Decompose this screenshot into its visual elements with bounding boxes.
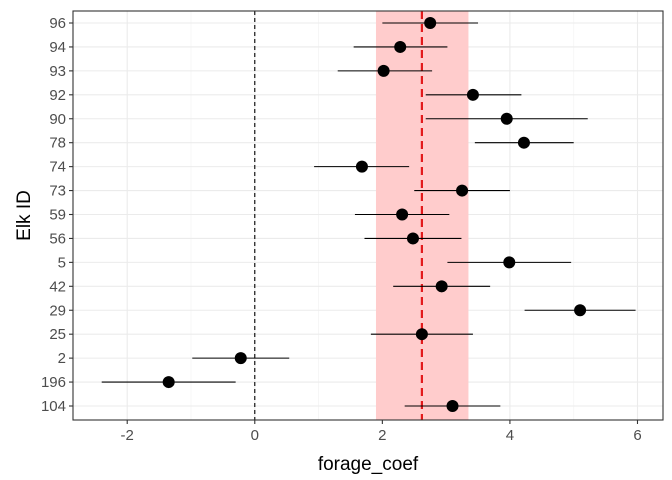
point-elk-92	[466, 88, 479, 101]
point-elk-78	[517, 136, 530, 149]
point-elk-96	[424, 17, 437, 29]
point-elk-2	[234, 352, 247, 365]
x-tick-label: 4	[506, 427, 514, 444]
x-tick-label: 6	[633, 427, 641, 444]
y-tick-label: 94	[49, 39, 66, 56]
point-elk-59	[396, 208, 409, 221]
point-elk-73	[456, 184, 469, 197]
point-elk-5	[503, 256, 516, 269]
y-tick-label: 74	[49, 159, 66, 176]
point-elk-104	[446, 400, 459, 412]
point-elk-93	[377, 64, 390, 77]
y-tick-label: 56	[49, 230, 66, 247]
y-tick-label: 92	[49, 87, 66, 104]
y-tick-label: 93	[49, 63, 66, 80]
point-elk-42	[435, 280, 448, 293]
y-tick-label: 196	[41, 374, 66, 391]
x-axis-title: forage_coef	[318, 454, 419, 475]
x-tick-label: 0	[251, 427, 259, 444]
x-axis-ticks: -2 0 2 4 6	[121, 420, 642, 444]
y-axis-title: Elk ID	[14, 190, 35, 241]
point-elk-74	[355, 160, 368, 173]
estimate-points	[162, 17, 587, 412]
mean-band-layer	[375, 11, 469, 420]
reference-lines	[254, 11, 423, 420]
point-elk-90	[500, 112, 513, 125]
y-tick-label: 25	[49, 326, 66, 343]
y-tick-label: 5	[58, 254, 66, 271]
panel-border	[72, 10, 664, 421]
grid-lines	[73, 11, 663, 420]
y-tick-label: 59	[49, 207, 66, 224]
point-elk-196	[162, 376, 175, 389]
y-tick-label: 90	[49, 111, 66, 128]
y-tick-label: 96	[49, 15, 66, 32]
point-elk-29	[574, 304, 587, 317]
y-tick-label: 104	[41, 398, 66, 415]
y-tick-label: 29	[49, 302, 66, 319]
x-tick-label: 2	[378, 427, 386, 444]
y-tick-label: 78	[49, 135, 66, 152]
y-tick-label: 42	[49, 278, 66, 295]
point-elk-56	[406, 232, 419, 245]
y-axis-ticks: 96 94 93 92 90 78 74 73 59 56 5 42 29 25 2 196 104	[41, 15, 73, 415]
point-elk-25	[415, 328, 428, 341]
y-tick-label: 2	[58, 350, 66, 367]
point-elk-94	[394, 40, 407, 53]
y-tick-label: 73	[49, 183, 66, 200]
mean-interval-band	[375, 11, 469, 420]
x-tick-label: -2	[121, 427, 134, 444]
